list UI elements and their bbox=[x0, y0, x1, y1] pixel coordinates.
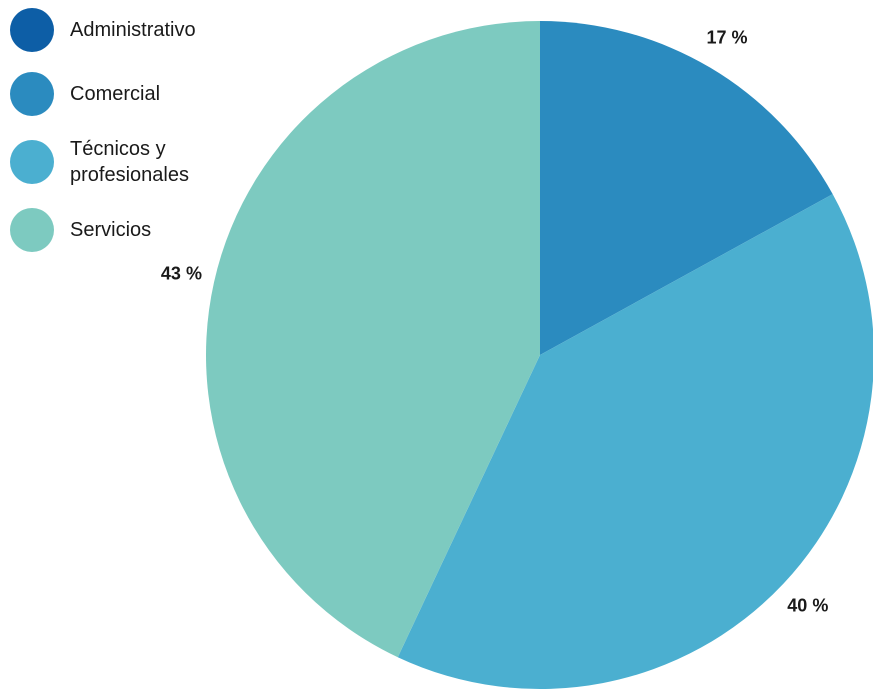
value-label: 40 % bbox=[787, 595, 828, 615]
pie-slice bbox=[540, 21, 833, 355]
legend-item: Técnicos y profesionales bbox=[10, 136, 230, 188]
pie-slice bbox=[397, 194, 873, 689]
value-label: 43 % bbox=[161, 264, 202, 284]
legend-swatch bbox=[10, 208, 54, 252]
legend-label: Servicios bbox=[70, 219, 152, 241]
legend: Administrativo Comercial Técnicos y profes… bbox=[10, 8, 230, 272]
pie-slice bbox=[206, 21, 541, 658]
value-label: 17 % bbox=[707, 28, 748, 48]
legend-label: Técnicos y profesionales bbox=[70, 138, 189, 186]
legend-label: Administrativo bbox=[70, 19, 196, 41]
legend-item: Administrativo bbox=[10, 8, 230, 52]
legend-swatch bbox=[10, 72, 54, 116]
legend-label: Comercial bbox=[70, 83, 161, 105]
legend-item: Comercial bbox=[10, 72, 230, 116]
legend-item: Servicios bbox=[10, 208, 230, 252]
legend-swatch bbox=[10, 8, 54, 52]
legend-swatch bbox=[10, 140, 54, 184]
